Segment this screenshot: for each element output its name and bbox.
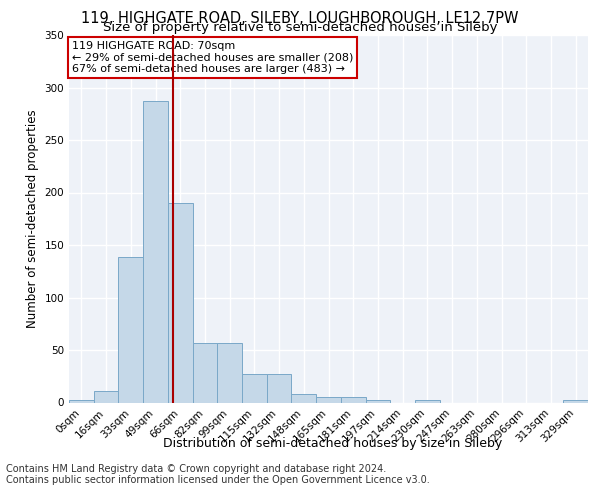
Bar [94, 391, 118, 402]
Bar [365, 400, 390, 402]
Bar [267, 374, 292, 402]
Bar [242, 374, 267, 402]
Bar [563, 400, 588, 402]
Text: 119 HIGHGATE ROAD: 70sqm
← 29% of semi-detached houses are smaller (208)
67% of : 119 HIGHGATE ROAD: 70sqm ← 29% of semi-d… [71, 40, 353, 74]
Bar [118, 256, 143, 402]
Bar [316, 397, 341, 402]
Bar [341, 397, 365, 402]
Bar [193, 342, 217, 402]
Text: Contains public sector information licensed under the Open Government Licence v3: Contains public sector information licen… [6, 475, 430, 485]
Bar [69, 400, 94, 402]
Bar [292, 394, 316, 402]
Text: Contains HM Land Registry data © Crown copyright and database right 2024.: Contains HM Land Registry data © Crown c… [6, 464, 386, 474]
Y-axis label: Number of semi-detached properties: Number of semi-detached properties [26, 110, 39, 328]
Text: 119, HIGHGATE ROAD, SILEBY, LOUGHBOROUGH, LE12 7PW: 119, HIGHGATE ROAD, SILEBY, LOUGHBOROUGH… [81, 11, 519, 26]
Text: Size of property relative to semi-detached houses in Sileby: Size of property relative to semi-detach… [103, 22, 497, 35]
Bar [217, 342, 242, 402]
Bar [415, 400, 440, 402]
Text: Distribution of semi-detached houses by size in Sileby: Distribution of semi-detached houses by … [163, 438, 503, 450]
Bar [143, 101, 168, 402]
Bar [168, 203, 193, 402]
